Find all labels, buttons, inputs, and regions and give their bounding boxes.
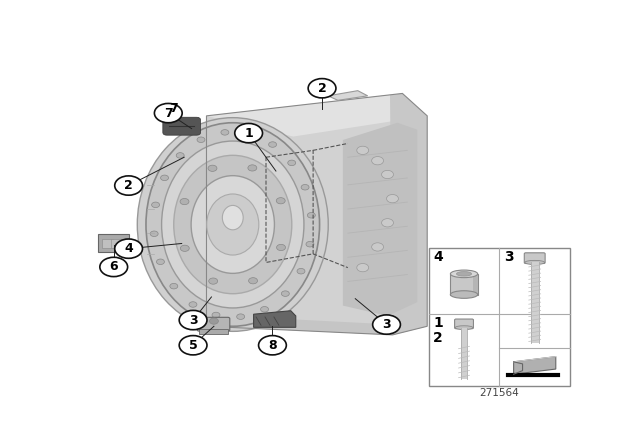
Circle shape xyxy=(246,131,253,137)
Ellipse shape xyxy=(455,326,473,330)
Circle shape xyxy=(150,231,158,237)
Circle shape xyxy=(288,160,296,166)
Circle shape xyxy=(276,198,285,204)
Polygon shape xyxy=(207,94,428,137)
Circle shape xyxy=(209,278,218,284)
Circle shape xyxy=(308,78,336,98)
Circle shape xyxy=(307,212,316,218)
Circle shape xyxy=(356,146,369,155)
Circle shape xyxy=(180,198,189,205)
Circle shape xyxy=(157,259,164,264)
Text: 4: 4 xyxy=(124,242,133,255)
Circle shape xyxy=(260,306,269,312)
Circle shape xyxy=(297,268,305,274)
Circle shape xyxy=(115,176,143,195)
Text: 6: 6 xyxy=(109,260,118,273)
Circle shape xyxy=(301,185,309,190)
FancyBboxPatch shape xyxy=(163,117,200,135)
Text: 271564: 271564 xyxy=(479,388,519,398)
FancyBboxPatch shape xyxy=(454,319,474,329)
Circle shape xyxy=(221,129,229,135)
Text: 4: 4 xyxy=(433,250,443,264)
Circle shape xyxy=(381,219,394,227)
Circle shape xyxy=(372,243,383,251)
Circle shape xyxy=(170,284,178,289)
Circle shape xyxy=(282,291,289,297)
Polygon shape xyxy=(343,123,417,316)
Text: 1: 1 xyxy=(433,316,443,330)
Circle shape xyxy=(180,245,189,251)
Bar xyxy=(111,238,123,248)
Circle shape xyxy=(115,239,143,258)
Text: 5: 5 xyxy=(189,339,198,352)
Ellipse shape xyxy=(209,318,218,324)
Circle shape xyxy=(212,312,220,318)
Circle shape xyxy=(248,165,257,171)
Text: 7: 7 xyxy=(169,103,178,116)
FancyBboxPatch shape xyxy=(99,234,129,252)
Circle shape xyxy=(372,156,383,165)
Circle shape xyxy=(161,175,168,181)
Bar xyxy=(451,274,477,294)
Circle shape xyxy=(306,241,314,247)
Bar xyxy=(531,263,539,343)
Circle shape xyxy=(154,103,182,123)
Polygon shape xyxy=(390,94,428,335)
Ellipse shape xyxy=(146,123,319,326)
Text: 2: 2 xyxy=(124,179,133,192)
Text: 2: 2 xyxy=(433,331,443,345)
Ellipse shape xyxy=(451,291,477,298)
Ellipse shape xyxy=(138,118,328,332)
Circle shape xyxy=(259,336,286,355)
Circle shape xyxy=(235,124,262,143)
Ellipse shape xyxy=(222,205,243,230)
Circle shape xyxy=(100,257,127,276)
Text: 3: 3 xyxy=(504,250,513,264)
Ellipse shape xyxy=(191,176,275,273)
Polygon shape xyxy=(514,357,556,374)
FancyBboxPatch shape xyxy=(197,317,230,331)
Polygon shape xyxy=(328,90,367,100)
Circle shape xyxy=(269,142,276,147)
Circle shape xyxy=(237,314,244,319)
Polygon shape xyxy=(207,319,428,335)
Circle shape xyxy=(179,336,207,355)
Text: 8: 8 xyxy=(268,339,276,352)
Ellipse shape xyxy=(207,194,259,255)
Ellipse shape xyxy=(525,260,545,264)
Circle shape xyxy=(276,244,285,250)
Polygon shape xyxy=(253,311,296,327)
Bar xyxy=(102,238,113,248)
Circle shape xyxy=(176,153,184,158)
Circle shape xyxy=(381,170,394,179)
Bar xyxy=(199,329,228,334)
Bar xyxy=(473,274,477,294)
Text: 1: 1 xyxy=(244,127,253,140)
Circle shape xyxy=(387,194,399,203)
Polygon shape xyxy=(207,94,428,335)
Ellipse shape xyxy=(451,270,477,278)
Text: 3: 3 xyxy=(382,318,391,331)
Ellipse shape xyxy=(173,155,292,294)
Bar xyxy=(429,248,570,386)
Circle shape xyxy=(356,263,369,272)
Bar xyxy=(461,327,467,379)
Circle shape xyxy=(197,137,205,142)
Circle shape xyxy=(208,165,217,172)
Circle shape xyxy=(179,310,207,330)
Circle shape xyxy=(372,315,401,334)
Ellipse shape xyxy=(456,271,472,276)
Ellipse shape xyxy=(161,141,304,308)
Circle shape xyxy=(152,202,159,207)
Text: 3: 3 xyxy=(189,314,197,327)
Text: 2: 2 xyxy=(317,82,326,95)
Text: 7: 7 xyxy=(164,107,173,120)
Circle shape xyxy=(189,302,197,307)
FancyBboxPatch shape xyxy=(524,253,545,263)
Circle shape xyxy=(248,278,257,284)
